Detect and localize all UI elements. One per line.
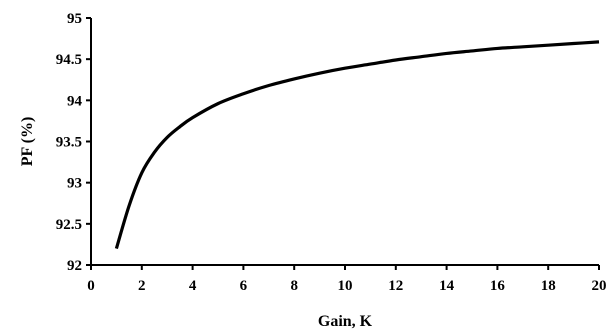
- x-axis-ticks: 0 2 4 6 8 10 12 14 16 18 20: [87, 265, 607, 294]
- y-tick-label: 93: [67, 176, 82, 192]
- x-tick-label: 6: [240, 278, 248, 294]
- y-tick-label: 94: [67, 93, 83, 109]
- x-tick-label: 18: [541, 278, 556, 294]
- x-tick-label: 16: [490, 278, 506, 294]
- x-tick-label: 2: [138, 278, 146, 294]
- y-axis-title: PF (%): [19, 117, 36, 167]
- y-tick-label: 94.5: [56, 52, 82, 68]
- x-axis-title: Gain, K: [318, 313, 373, 330]
- x-tick-label: 20: [592, 278, 607, 294]
- x-tick-label: 8: [290, 278, 298, 294]
- x-tick-label: 14: [439, 278, 455, 294]
- y-axis-ticks: 92 92.5 93 93.5 94 94.5 95: [56, 11, 91, 274]
- x-tick-label: 4: [189, 278, 197, 294]
- y-tick-label: 92: [67, 258, 82, 274]
- plot-area: [114, 40, 600, 249]
- x-tick-label: 0: [87, 278, 95, 294]
- y-tick-label: 93.5: [56, 135, 82, 151]
- x-tick-label: 12: [388, 278, 403, 294]
- x-tick-label: 10: [338, 278, 353, 294]
- axes: [90, 18, 599, 266]
- y-tick-label: 95: [67, 11, 82, 27]
- y-tick-label: 92.5: [56, 217, 82, 233]
- pf-series-line: [114, 40, 600, 249]
